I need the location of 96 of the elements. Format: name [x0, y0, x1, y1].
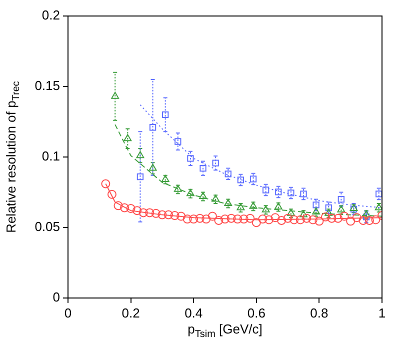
point [199, 192, 207, 199]
point [246, 214, 255, 223]
point [170, 211, 180, 220]
point [286, 208, 295, 216]
point [258, 214, 268, 224]
point [277, 216, 286, 225]
point [337, 205, 346, 212]
point [290, 215, 299, 224]
point [186, 189, 194, 196]
point [107, 190, 116, 199]
x-tick-label: 0.2 [122, 305, 140, 320]
y-tick-label: 0 [52, 290, 60, 305]
point [362, 214, 370, 220]
x-tick-label: 0.6 [247, 305, 266, 320]
point [237, 176, 244, 184]
point [208, 212, 217, 221]
point [288, 190, 294, 196]
point [220, 214, 230, 224]
point [314, 216, 324, 226]
point [239, 214, 248, 224]
point [374, 203, 382, 210]
point [162, 111, 169, 118]
point [325, 204, 332, 212]
point [126, 204, 136, 213]
y-axis-title: Relative resolution of pTrec [4, 81, 22, 233]
point [264, 215, 274, 224]
point [300, 190, 307, 198]
point [120, 203, 130, 212]
point [252, 218, 261, 228]
point [138, 208, 148, 218]
point [340, 212, 349, 221]
point [362, 210, 370, 218]
y-tick-label: 0.05 [34, 219, 60, 234]
point [300, 210, 308, 218]
point [136, 151, 144, 158]
point [132, 206, 142, 216]
point [101, 179, 110, 188]
point [224, 199, 232, 206]
point [249, 202, 258, 209]
point [158, 210, 167, 220]
point [327, 214, 336, 223]
point [174, 184, 182, 192]
point [283, 214, 292, 223]
x-tick-label: 0 [64, 305, 72, 320]
point [262, 205, 270, 212]
x-tick-label: 0.4 [184, 305, 203, 320]
point [164, 210, 173, 220]
point [312, 202, 320, 208]
point [187, 155, 194, 162]
y-tick-label: 0.1 [42, 148, 60, 164]
point [262, 186, 270, 194]
point [320, 212, 330, 222]
point [161, 175, 170, 182]
point [224, 170, 232, 178]
point [174, 138, 182, 145]
point [338, 196, 345, 203]
point [212, 160, 219, 166]
point [189, 214, 198, 224]
point [312, 207, 320, 214]
point [195, 214, 204, 223]
point [148, 164, 157, 171]
point [334, 214, 343, 223]
point [233, 214, 242, 224]
y-tick-label: 0.15 [34, 78, 60, 94]
point [182, 214, 192, 224]
point [236, 203, 245, 210]
point [111, 92, 120, 99]
point [250, 176, 257, 182]
point [149, 124, 156, 131]
point [151, 208, 160, 218]
point [202, 214, 211, 224]
x-tick-label: 0.8 [310, 305, 328, 320]
point [114, 201, 123, 210]
y-tick-label: 0.2 [42, 8, 60, 23]
point [324, 208, 333, 216]
point [176, 212, 186, 221]
point [296, 215, 305, 224]
point [214, 216, 224, 225]
point [275, 188, 282, 196]
point [352, 213, 362, 222]
point [145, 208, 154, 218]
point [124, 134, 132, 142]
point [226, 214, 236, 223]
point [200, 164, 206, 172]
x-tick-label: 1 [378, 305, 386, 320]
point [371, 215, 380, 224]
point [136, 173, 144, 180]
point [308, 215, 318, 224]
point [376, 190, 382, 198]
point [358, 216, 368, 225]
point [302, 214, 312, 223]
point [364, 216, 374, 225]
point [212, 194, 220, 202]
point [274, 202, 282, 210]
point [346, 216, 356, 226]
point [270, 213, 280, 222]
